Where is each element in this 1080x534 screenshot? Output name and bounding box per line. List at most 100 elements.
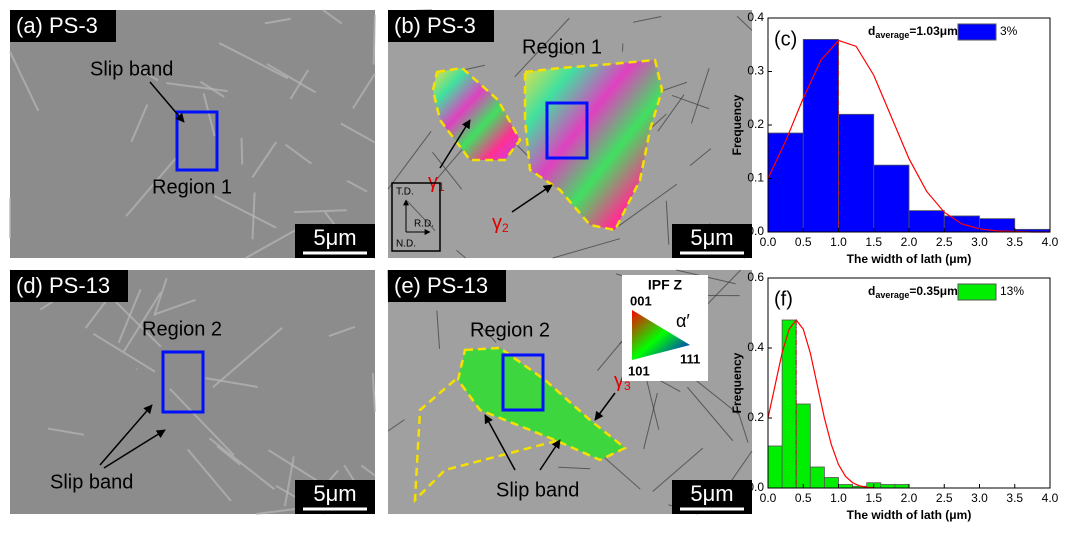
text-part: =1.03μm (909, 24, 957, 38)
x-tick-label: 0.0 (760, 491, 777, 505)
text-part: =0.35μm (909, 284, 957, 298)
grain-boundary (240, 138, 244, 165)
text-part: γ (492, 212, 502, 234)
annotation: Region 1 (522, 36, 602, 58)
annotation: Slip band (50, 471, 133, 493)
x-tick-label: 1.5 (865, 235, 882, 249)
grain-boundary (617, 183, 678, 227)
grain-boundary (186, 448, 232, 502)
ipf-corner: 001 (630, 293, 652, 308)
region-box (175, 110, 219, 172)
region-box (545, 101, 589, 160)
grain-boundary (665, 200, 670, 245)
grain-boundary (212, 327, 283, 389)
y-axis-label: Frequency (730, 94, 744, 155)
grain-boundary (689, 148, 712, 166)
ipf-corner: 101 (628, 363, 650, 378)
ipf-phase: α′ (676, 311, 690, 331)
legend-label: 3% (1000, 24, 1018, 38)
bar (873, 164, 910, 233)
axis-label: T.D. (396, 187, 414, 198)
image-panel: (d) PS-13 5μm (9, 269, 376, 515)
grain-boundary (92, 332, 156, 373)
axis-label: R.D. (414, 219, 434, 230)
grain-boundary (340, 122, 376, 144)
grain-boundary (406, 200, 436, 232)
scale-text: 5μm (313, 225, 356, 250)
fit-curve (767, 319, 874, 489)
y-tick-label: 0.2 (747, 410, 764, 424)
grain-boundary (154, 298, 197, 316)
x-tick-label: 3.0 (971, 235, 988, 249)
x-tick-label: 2.0 (901, 235, 918, 249)
region-box (501, 353, 545, 412)
grain-boundary (9, 51, 40, 112)
micrograph (10, 10, 375, 258)
grain-boundary (735, 403, 749, 443)
arrow (149, 81, 185, 123)
y-tick-label: 0.6 (747, 270, 764, 284)
grain-boundary (558, 466, 591, 470)
grain-boundary (652, 447, 704, 492)
grain-boundary (251, 192, 256, 240)
grain-boundary (153, 277, 168, 317)
grain-boundary (208, 437, 275, 490)
grain-boundary (456, 249, 466, 259)
bar (894, 484, 910, 489)
y-tick-label: 0.4 (747, 340, 764, 354)
scale-text: 5μm (690, 481, 733, 506)
outline (413, 379, 561, 504)
annotation: Slip band (90, 58, 173, 80)
grain-boundary (478, 324, 497, 343)
annotation: Region 2 (470, 319, 550, 341)
grain-boundary (387, 131, 432, 190)
arrow (484, 414, 516, 471)
ebsd-region (431, 66, 522, 162)
arrow (539, 439, 561, 471)
panel-label: (c) (774, 28, 797, 50)
arrow (439, 119, 471, 169)
x-tick-label: 0.5 (795, 235, 812, 249)
grain-boundary (202, 92, 216, 137)
fit-curve (767, 39, 1050, 233)
x-tick-label: 3.5 (1006, 491, 1023, 505)
bar (838, 484, 854, 489)
grain-boundary (352, 73, 376, 109)
text-part: 2 (502, 221, 509, 235)
arrow (594, 392, 616, 421)
text-part: average (875, 30, 909, 40)
bar (767, 445, 783, 489)
bar (767, 132, 804, 233)
axis-label: N.D. (396, 239, 416, 250)
y-axis-label: Frequency (730, 352, 744, 413)
bar (795, 403, 811, 489)
grain-boundary (730, 450, 753, 483)
text-part: average (875, 290, 909, 300)
arrow (511, 184, 553, 213)
label-box (388, 270, 506, 302)
panel-label: (e) PS-13 (394, 273, 488, 298)
ipf-triangle (632, 310, 690, 360)
x-tick-label: 2.5 (936, 235, 953, 249)
grain-boundary (166, 82, 228, 93)
image-panel: (a) PS-3 5μm (9, 9, 376, 259)
grain-boundary (117, 288, 142, 344)
grain-boundary (293, 209, 347, 214)
text-part: 3 (624, 379, 631, 393)
grain-boundary (360, 464, 376, 477)
ipf-corner: 111 (680, 351, 700, 366)
annotation: Slip band (496, 479, 579, 501)
grain-boundary (657, 94, 685, 132)
grain-boundary (205, 377, 258, 388)
grain-boundary (550, 50, 574, 55)
text-part: d (868, 24, 875, 38)
micrograph (10, 270, 375, 514)
grain-boundary (245, 226, 301, 259)
region-box (161, 350, 205, 414)
panel-label: (f) (774, 288, 793, 310)
x-tick-label: 0.0 (760, 235, 777, 249)
x-tick-label: 4.0 (1042, 491, 1059, 505)
scale-text: 5μm (690, 225, 733, 250)
panel-label: (a) PS-3 (16, 13, 98, 38)
y-tick-label: 0.1 (747, 171, 764, 185)
